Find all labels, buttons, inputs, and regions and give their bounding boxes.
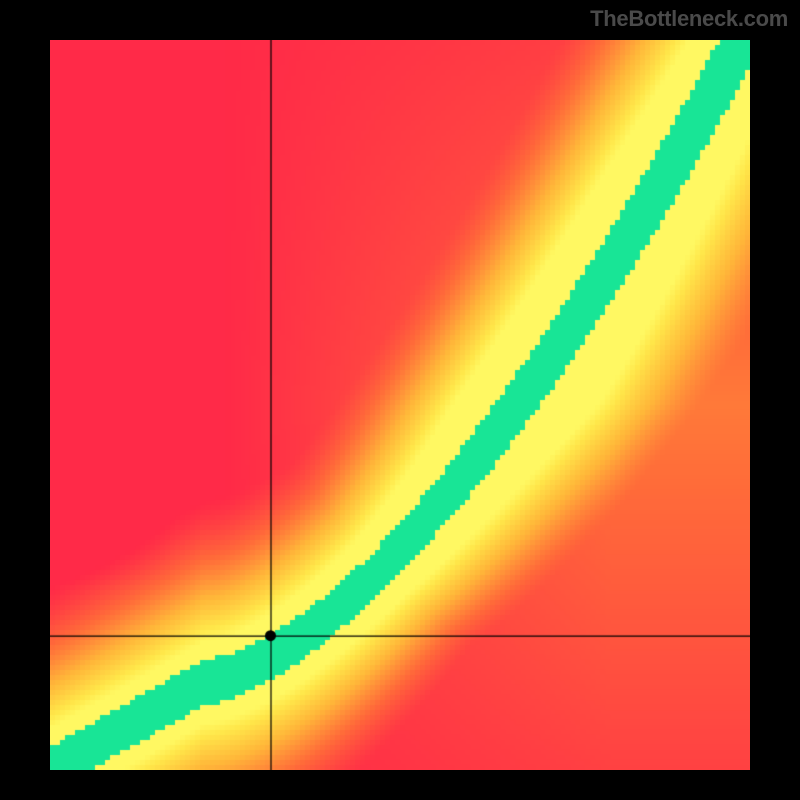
chart-container: TheBottleneck.com — [0, 0, 800, 800]
bottleneck-heatmap — [50, 40, 750, 770]
watermark-text: TheBottleneck.com — [590, 6, 788, 32]
